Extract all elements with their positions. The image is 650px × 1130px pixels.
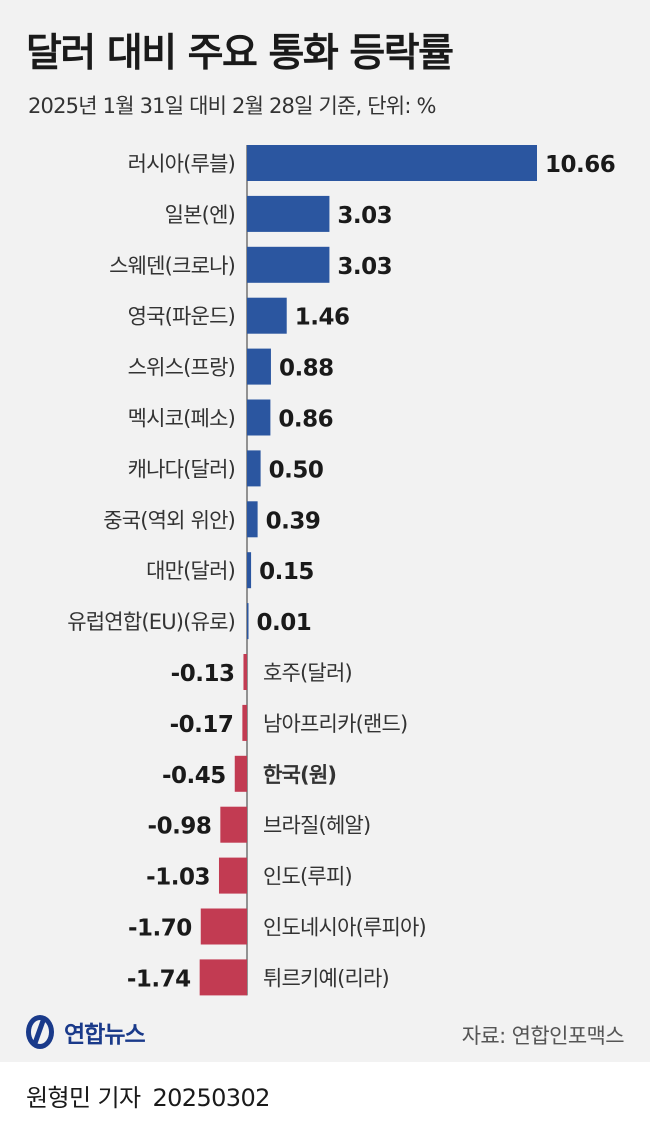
- category-label: 러시아(루블): [128, 152, 235, 176]
- value-label: 0.88: [279, 356, 334, 382]
- category-label: 영국(파운드): [128, 305, 235, 329]
- category-label: 스위스(프랑): [128, 356, 235, 380]
- value-label: 3.03: [337, 203, 392, 229]
- bar-11: [242, 704, 247, 741]
- category-label: 남아프리카(랜드): [263, 712, 407, 736]
- value-label: -1.03: [146, 865, 210, 891]
- value-label: 1.46: [295, 305, 350, 331]
- bar-3: [247, 297, 287, 334]
- category-label: 튀르키예(리라): [263, 966, 389, 990]
- publish-date: 20250302: [152, 1084, 270, 1112]
- bar-1: [247, 195, 330, 232]
- value-label: 0.86: [278, 407, 333, 433]
- category-label: 인도네시아(루피아): [263, 916, 426, 940]
- value-label: 0.15: [259, 559, 314, 585]
- category-label: 한국(원): [263, 763, 336, 787]
- bar-5: [247, 399, 271, 436]
- bar-chart: 러시아(루블) 10.66 일본(엔) 3.03 스웨덴(크로나) 3.03 영국(파운드)…: [67, 145, 616, 996]
- value-label: -1.70: [128, 916, 192, 942]
- bar-8: [247, 552, 252, 589]
- infographic-card: 달러 대비 주요 통화 등락률 2025년 1월 31일 대비 2월 28일 기…: [0, 0, 650, 1062]
- value-label: -0.98: [148, 814, 212, 840]
- value-label: 0.50: [269, 457, 324, 483]
- category-label: 캐나다(달러): [128, 457, 235, 481]
- bar-6: [247, 450, 261, 487]
- value-label: 0.01: [257, 610, 312, 636]
- category-label: 스웨덴(크로나): [109, 254, 235, 278]
- source-note: 자료: 연합인포맥스: [461, 1024, 625, 1048]
- value-label: 0.39: [266, 508, 321, 534]
- bar-7: [247, 501, 258, 538]
- value-label: -0.13: [171, 661, 235, 687]
- value-label: 10.66: [545, 152, 615, 178]
- bar-13: [220, 806, 247, 843]
- category-label: 대만(달러): [146, 559, 235, 583]
- category-label: 인도(루피): [263, 865, 352, 889]
- reporter-name: 원형민 기자: [26, 1084, 141, 1112]
- category-label: 중국(역외 위안): [103, 508, 235, 532]
- category-label: 일본(엔): [165, 203, 235, 227]
- bar-2: [247, 246, 330, 283]
- category-label: 멕시코(페소): [128, 407, 235, 431]
- chart-title: 달러 대비 주요 통화 등락률: [26, 31, 454, 76]
- bar-4: [247, 348, 271, 385]
- bar-15: [200, 908, 247, 945]
- category-label: 유럽연합(EU)(유로): [67, 610, 235, 634]
- byline: 원형민 기자 20250302: [26, 1078, 270, 1113]
- logo-text: 연합뉴스: [64, 1022, 146, 1048]
- bar-14: [218, 857, 247, 894]
- yonhap-logo-icon: [26, 1015, 54, 1049]
- category-label: 호주(달러): [263, 661, 352, 685]
- bar-16: [199, 959, 247, 996]
- value-label: -0.45: [162, 763, 226, 789]
- value-label: -0.17: [170, 712, 234, 738]
- category-label: 브라질(헤알): [263, 814, 370, 838]
- value-label: 3.03: [337, 254, 392, 280]
- bar-12: [234, 755, 247, 792]
- bar-10: [243, 654, 247, 690]
- yonhap-logo: 연합뉴스: [22, 1012, 146, 1052]
- value-label: -1.74: [127, 966, 191, 992]
- bar-9: [247, 603, 249, 640]
- bar-0: [247, 145, 537, 181]
- chart-subtitle: 2025년 1월 31일 대비 2월 28일 기준, 단위: %: [28, 94, 436, 118]
